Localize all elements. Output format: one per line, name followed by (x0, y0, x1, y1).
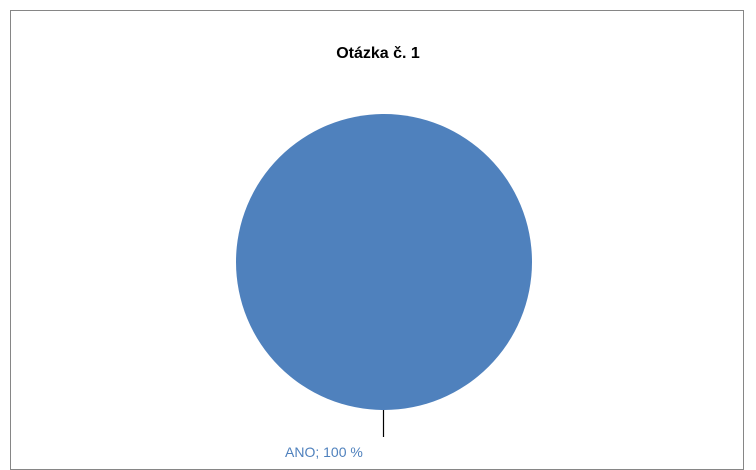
data-label-ano: ANO; 100 % (285, 444, 363, 460)
pie-slices (236, 114, 532, 410)
pie-slice-ano (236, 114, 532, 410)
chart-title: Otázka č. 1 (336, 45, 420, 62)
